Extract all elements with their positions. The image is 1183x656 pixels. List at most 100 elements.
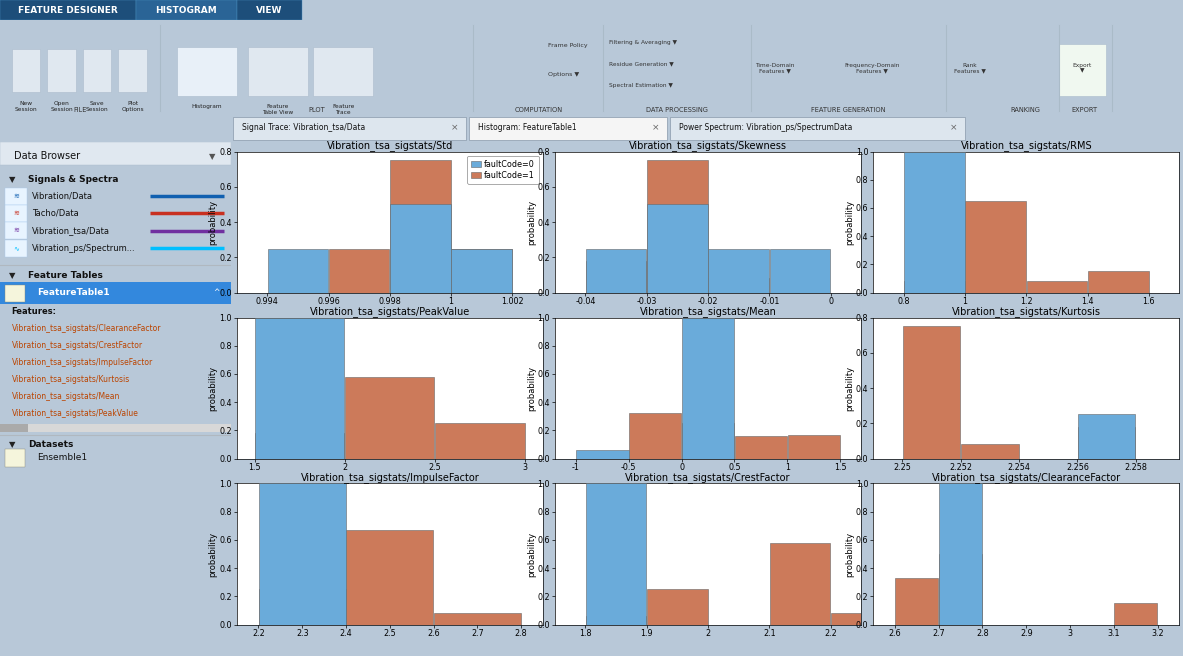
Bar (629, 413, 681, 459)
Bar (576, 450, 628, 459)
Text: Save
Session: Save Session (85, 101, 109, 112)
Bar (709, 278, 769, 293)
Bar (256, 433, 344, 459)
Text: Signal Trace: Vibration_tsa/Data: Signal Trace: Vibration_tsa/Data (243, 123, 366, 132)
Bar (5, 285, 25, 302)
Text: FeatureTable1: FeatureTable1 (37, 288, 110, 297)
Text: Tacho/Data: Tacho/Data (32, 209, 79, 218)
Bar (347, 530, 433, 625)
Bar (5, 240, 26, 257)
Bar (390, 160, 451, 293)
Text: ≋: ≋ (13, 228, 19, 234)
Y-axis label: probability: probability (526, 531, 536, 577)
Bar (177, 47, 237, 96)
Title: Vibration_tsa_sigstats/ClearanceFactor: Vibration_tsa_sigstats/ClearanceFactor (932, 472, 1120, 483)
Title: Vibration_tsa_sigstats/PeakValue: Vibration_tsa_sigstats/PeakValue (310, 306, 470, 317)
Text: RANKING: RANKING (1010, 107, 1041, 113)
Text: Histogram: FeatureTable1: Histogram: FeatureTable1 (478, 123, 577, 132)
Text: ▼: ▼ (9, 175, 15, 184)
Bar (709, 249, 769, 293)
Text: PLOT: PLOT (309, 107, 325, 113)
Text: ▼: ▼ (9, 272, 15, 280)
Text: Features:: Features: (12, 307, 57, 316)
Bar (136, 0, 237, 20)
Y-axis label: probability: probability (208, 365, 218, 411)
Bar (903, 326, 961, 459)
Bar (5, 449, 25, 466)
Bar (961, 445, 1019, 459)
Bar (452, 249, 512, 293)
Bar (118, 49, 147, 92)
Text: Vibration_tsa_sigstats/ImpulseFactor: Vibration_tsa_sigstats/ImpulseFactor (12, 358, 153, 367)
Title: Vibration_tsa_sigstats/Mean: Vibration_tsa_sigstats/Mean (640, 306, 776, 317)
Text: Export
▼: Export ▼ (1073, 63, 1092, 73)
Bar (259, 589, 345, 625)
Text: ≋: ≋ (13, 194, 19, 199)
Text: Histogram: Histogram (192, 104, 222, 109)
Text: Open
Session: Open Session (50, 101, 73, 112)
Y-axis label: probability: probability (526, 199, 536, 245)
Bar (904, 152, 964, 293)
Bar (237, 0, 302, 20)
Bar (434, 613, 521, 625)
Text: Power Spectrum: Vibration_ps/SpectrumData: Power Spectrum: Vibration_ps/SpectrumDat… (679, 123, 853, 132)
Bar (0, 282, 231, 304)
Text: Vibration_tsa/Data: Vibration_tsa/Data (32, 226, 110, 235)
Bar (259, 483, 345, 625)
Bar (647, 160, 707, 293)
Text: ∿: ∿ (13, 245, 19, 251)
Text: ^: ^ (214, 288, 220, 297)
Text: ×: × (652, 123, 659, 132)
Text: Rank
Features ▼: Rank Features ▼ (955, 63, 985, 73)
Text: Feature
Trace: Feature Trace (332, 104, 354, 115)
Text: Feature Tables: Feature Tables (27, 272, 103, 280)
Text: ×: × (451, 123, 458, 132)
Bar (0, 424, 231, 432)
Bar (1027, 281, 1087, 293)
Y-axis label: probability: probability (526, 365, 536, 411)
Bar (0, 0, 136, 20)
Text: Vibration_tsa_sigstats/CrestFactor: Vibration_tsa_sigstats/CrestFactor (12, 341, 143, 350)
Legend: faultCode=0, faultCode=1: faultCode=0, faultCode=1 (467, 155, 539, 184)
Text: Feature
Table View: Feature Table View (263, 104, 293, 115)
Bar (256, 318, 344, 459)
Title: Vibration_tsa_sigstats/Kurtosis: Vibration_tsa_sigstats/Kurtosis (952, 306, 1100, 317)
Title: Vibration_tsa_sigstats/ImpulseFactor: Vibration_tsa_sigstats/ImpulseFactor (300, 472, 479, 483)
Text: Vibration_tsa_sigstats/Kurtosis: Vibration_tsa_sigstats/Kurtosis (12, 375, 130, 384)
Title: Vibration_tsa_sigstats/CrestFactor: Vibration_tsa_sigstats/CrestFactor (626, 472, 790, 483)
Text: Ensemble1: Ensemble1 (37, 453, 88, 462)
Y-axis label: probability: probability (845, 531, 854, 577)
Bar (435, 423, 524, 459)
Text: ▼: ▼ (9, 440, 15, 449)
Y-axis label: probability: probability (845, 199, 854, 245)
Bar (12, 49, 40, 92)
Text: Options ▼: Options ▼ (548, 72, 578, 77)
Bar (5, 188, 26, 205)
Bar (681, 423, 735, 459)
Text: Filtering & Averaging ▼: Filtering & Averaging ▼ (609, 40, 677, 45)
Text: ×: × (950, 123, 957, 132)
Text: HISTOGRAM: HISTOGRAM (155, 6, 218, 14)
Title: Vibration_tsa_sigstats/Std: Vibration_tsa_sigstats/Std (327, 140, 453, 151)
Bar (345, 377, 434, 459)
Bar (1114, 604, 1157, 625)
Bar (1059, 44, 1106, 96)
Bar (586, 261, 646, 293)
Bar (647, 205, 707, 293)
Text: Signals & Spectra: Signals & Spectra (27, 175, 118, 184)
Bar (313, 47, 373, 96)
Bar (965, 201, 1026, 293)
Text: ▼: ▼ (209, 152, 215, 161)
Bar (83, 49, 111, 92)
Y-axis label: probability: probability (208, 199, 218, 245)
Bar (586, 249, 646, 293)
Text: New
Session: New Session (14, 101, 38, 112)
Text: Vibration_tsa_sigstats/PeakValue: Vibration_tsa_sigstats/PeakValue (12, 409, 138, 418)
Y-axis label: probability: probability (845, 365, 854, 411)
Bar (647, 589, 707, 625)
Text: Vibration/Data: Vibration/Data (32, 192, 93, 201)
Text: DATA PROCESSING: DATA PROCESSING (646, 107, 707, 113)
Text: Vibration_tsa_sigstats/Mean: Vibration_tsa_sigstats/Mean (12, 392, 119, 401)
Y-axis label: probability: probability (208, 531, 218, 577)
Text: Frame Policy: Frame Policy (548, 43, 587, 48)
